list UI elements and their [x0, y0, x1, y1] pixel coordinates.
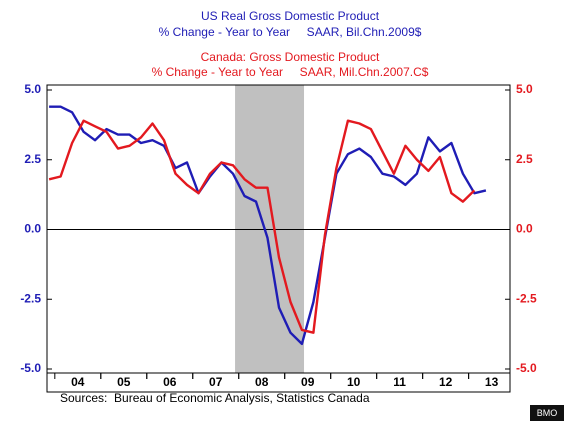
y2-tick-label: 0.0 [516, 222, 533, 236]
x-tick-label: 07 [209, 375, 223, 389]
x-tick-label: 09 [301, 375, 315, 389]
y-tick-label: -2.5 [20, 291, 41, 305]
y2-tick-label: 2.5 [516, 152, 533, 166]
x-tick-label: 11 [393, 375, 406, 389]
x-tick-label: 12 [439, 375, 453, 389]
y-tick-label: 5.0 [24, 82, 41, 96]
y2-tick-label: 5.0 [516, 82, 533, 96]
plot-frame [46, 84, 511, 393]
canada-subtitle: % Change - Year to Year SAAR, Mil.Chn.20… [152, 65, 429, 79]
y2-tick-label: -2.5 [516, 291, 537, 305]
y-tick-label: 2.5 [24, 152, 41, 166]
source-note: Sources: Bureau of Economic Analysis, St… [60, 391, 370, 405]
x-tick-label: 13 [485, 375, 499, 389]
y-tick-label: -5.0 [20, 361, 41, 375]
x-tick-label: 10 [347, 375, 361, 389]
y-tick-label: 0.0 [24, 222, 41, 236]
x-tick-label: 08 [255, 375, 269, 389]
watermark-box [530, 405, 564, 421]
us-title: US Real Gross Domestic Product [201, 9, 380, 23]
x-tick-label: 06 [163, 375, 177, 389]
y2-tick-label: -5.0 [516, 361, 537, 375]
canada-title: Canada: Gross Domestic Product [201, 50, 380, 64]
us-subtitle: % Change - Year to Year SAAR, Bil.Chn.20… [159, 25, 422, 39]
series-line [48, 119, 476, 334]
x-tick-label: 05 [117, 375, 131, 389]
series-line [49, 105, 487, 346]
x-tick-label: 04 [71, 375, 85, 389]
watermark: BMO [537, 408, 558, 418]
